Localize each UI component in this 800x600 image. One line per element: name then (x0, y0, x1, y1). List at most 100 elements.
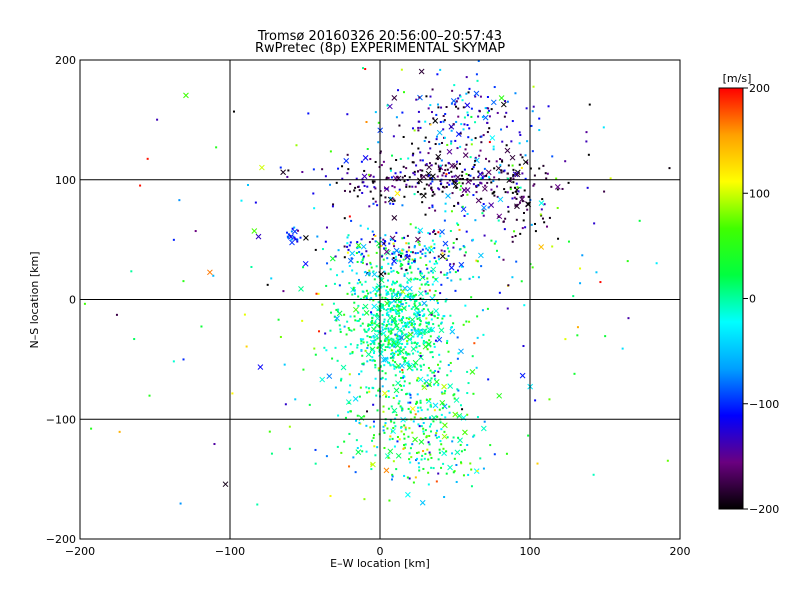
point-1 (390, 323, 393, 326)
point-40 (377, 342, 380, 345)
point-1434 (382, 258, 385, 261)
point-298 (434, 339, 437, 342)
point-1342 (447, 161, 450, 164)
point-1436 (452, 246, 455, 249)
point-1619 (421, 454, 424, 457)
point-1861 (495, 249, 498, 252)
point-65 (427, 271, 430, 274)
point-1661 (408, 477, 411, 480)
point-2109 (215, 146, 218, 149)
point-1326 (467, 136, 470, 139)
point-1685 (416, 457, 419, 460)
point-318 (388, 301, 391, 304)
point-502 (423, 332, 426, 335)
point-1697 (541, 198, 544, 201)
point-1079 (448, 179, 451, 182)
point-1569 (384, 247, 387, 250)
point-1125 (434, 209, 437, 212)
point-2090 (353, 289, 356, 292)
point-932 (448, 405, 451, 408)
point-770 (432, 402, 439, 409)
point-1958 (466, 370, 469, 373)
point-2050 (303, 234, 309, 241)
point-2093 (259, 164, 265, 171)
point-1802 (463, 214, 466, 217)
point-802 (355, 419, 358, 422)
point-1332 (490, 99, 497, 106)
point-1640 (473, 434, 476, 437)
point-228 (380, 265, 383, 268)
point-1593 (420, 458, 423, 461)
point-1046 (423, 187, 426, 190)
point-1113 (420, 173, 427, 180)
point-1070 (587, 153, 590, 156)
point-757 (427, 483, 430, 486)
point-1061 (380, 194, 383, 197)
point-392 (417, 308, 420, 311)
point-98 (392, 339, 395, 342)
point-1103 (503, 169, 506, 172)
point-653 (404, 306, 407, 309)
point-1528 (359, 281, 362, 284)
point-283 (399, 352, 402, 355)
point-660 (385, 338, 388, 341)
point-1390 (450, 98, 457, 104)
point-2004 (182, 358, 185, 361)
point-364 (383, 285, 386, 288)
point-782 (373, 445, 376, 448)
point-732 (462, 323, 465, 326)
point-1945 (469, 156, 472, 159)
point-838 (408, 427, 411, 430)
point-1979 (250, 265, 253, 268)
point-412 (403, 380, 406, 383)
point-1369 (488, 127, 491, 130)
point-246 (415, 293, 418, 296)
point-1169 (408, 185, 411, 188)
point-151 (393, 345, 396, 348)
point-1351 (455, 100, 458, 103)
point-1822 (513, 230, 516, 233)
point-527 (404, 351, 407, 354)
point-459 (374, 338, 377, 341)
point-1773 (519, 372, 526, 379)
point-898 (403, 424, 406, 427)
point-827 (397, 402, 400, 405)
point-815 (402, 375, 405, 378)
point-2069 (529, 263, 532, 266)
point-1385 (462, 106, 465, 109)
point-644 (357, 311, 360, 314)
point-1805 (418, 68, 425, 75)
point-1858 (481, 176, 484, 179)
point-1522 (416, 252, 419, 255)
point-1626 (460, 450, 463, 453)
point-664 (387, 339, 390, 342)
point-915 (416, 379, 419, 382)
point-1321 (547, 105, 550, 108)
point-2019 (593, 222, 596, 225)
point-920 (390, 428, 396, 435)
point-1600 (396, 440, 399, 443)
point-1037 (368, 205, 371, 208)
point-1411 (384, 272, 387, 275)
point-344 (410, 329, 413, 332)
point-243 (416, 278, 419, 281)
point-1738 (513, 196, 516, 199)
point-667 (437, 324, 440, 327)
point-860 (429, 404, 432, 407)
point-2094 (476, 260, 479, 263)
point-483 (349, 315, 352, 318)
point-2064 (532, 85, 535, 88)
point-761 (383, 431, 386, 434)
point-1317 (428, 174, 431, 177)
point-54 (446, 339, 449, 342)
point-341 (419, 364, 422, 367)
point-1590 (438, 448, 441, 451)
point-452 (348, 264, 351, 267)
point-1840 (415, 164, 418, 167)
point-500 (375, 265, 378, 268)
point-878 (466, 413, 469, 416)
point-1842 (391, 154, 394, 157)
point-1100 (474, 156, 477, 159)
point-277 (409, 265, 412, 268)
point-1226 (509, 154, 516, 161)
